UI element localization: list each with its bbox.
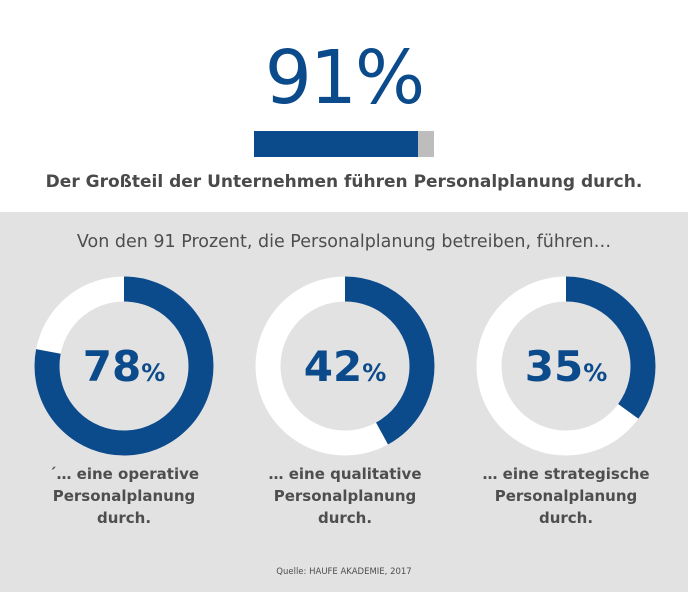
donut-value-arc: [255, 276, 435, 456]
donut-unit: %: [362, 359, 387, 387]
description-line: … eine strategische: [482, 465, 650, 483]
progress-bar: [254, 131, 434, 157]
description-qualitative: … eine qualitative Personalplanung durch…: [255, 463, 435, 529]
description-line: … eine qualitative: [268, 465, 422, 483]
source-note: Quelle: HAUFE AKADEMIE, 2017: [276, 567, 412, 577]
headline-percentage: 91%: [264, 35, 425, 121]
progress-bar-fill: [254, 131, 418, 157]
donut-svg-strategic: [476, 276, 656, 456]
description-line: Personalplanung: [494, 487, 638, 505]
description-line: durch.: [96, 509, 152, 527]
panel-subheading: Von den 91 Prozent, die Personalplanung …: [76, 232, 612, 252]
donut-unit: %: [583, 359, 608, 387]
description-line: durch.: [317, 509, 373, 527]
donut-value: 42: [303, 342, 363, 391]
description-operative: ´… eine operative Personalplanung durch.: [34, 463, 214, 529]
donut-label: 35%: [476, 342, 656, 391]
donut-label: 42%: [255, 342, 435, 391]
donut-value-arc: [476, 276, 656, 456]
donut-chart-qualitative: 42%: [255, 276, 435, 456]
donut-panel: [0, 212, 688, 592]
donut-chart-operative: 78%: [34, 276, 214, 456]
description-line: ´… eine operative: [48, 465, 200, 483]
donut-label: 78%: [34, 342, 214, 391]
donut-value-arc: [34, 276, 214, 456]
donut-svg-qualitative: [255, 276, 435, 456]
description-strategic: … eine strategische Personalplanung durc…: [476, 463, 656, 529]
description-line: Personalplanung: [52, 487, 196, 505]
description-line: durch.: [538, 509, 594, 527]
donut-svg-operative: [34, 276, 214, 456]
donut-value: 35: [524, 342, 584, 391]
donut-chart-strategic: 35%: [476, 276, 656, 456]
description-line: Personalplanung: [273, 487, 417, 505]
donut-unit: %: [141, 359, 166, 387]
donut-value: 78: [82, 342, 142, 391]
headline-caption: Der Großteil der Unternehmen führen Pers…: [45, 172, 643, 192]
header-section: [0, 0, 688, 212]
